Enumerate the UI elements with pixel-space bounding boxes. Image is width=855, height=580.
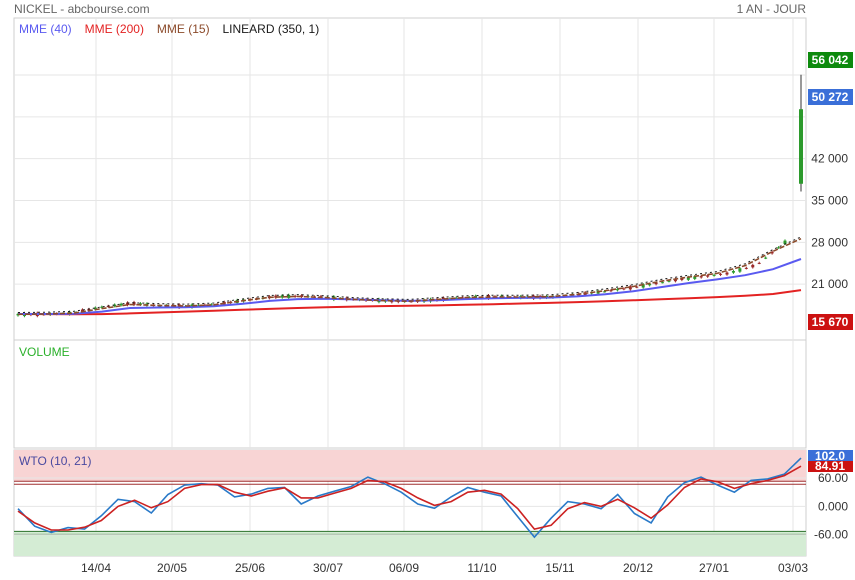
y-tick-label-1: 35 000 (811, 193, 848, 207)
wto-badge-fast-label: 102.0 (815, 449, 845, 463)
volume-label: VOLUME (19, 345, 70, 359)
y-tick-label-3: 21 000 (811, 277, 848, 291)
candle-body (615, 289, 619, 291)
legend-item-mme200: MME (200) (85, 22, 144, 36)
chart-title: NICKEL - abcbourse.com (14, 2, 150, 16)
candle-body (725, 272, 729, 275)
wto-overbought-zone (14, 450, 806, 482)
legend-item-mme15: MME (15) (157, 22, 210, 36)
wto-label: WTO (10, 21) (19, 454, 91, 468)
wto-tick-label-2: -60.00 (814, 528, 848, 542)
x-tick-label-1: 20/05 (157, 561, 187, 575)
x-tick-label-2: 25/06 (235, 561, 265, 575)
candle-body (731, 271, 735, 273)
candle-body (661, 282, 665, 284)
candle-body (764, 257, 768, 259)
price-badge-label-ma200: 15 670 (812, 315, 849, 329)
candle-body (712, 274, 716, 276)
lineard-line (17, 236, 802, 313)
candle-body (641, 284, 645, 288)
candle-body (126, 302, 130, 306)
wto-badge-slow-label: 84.91 (815, 459, 845, 473)
candle-body (287, 294, 291, 298)
candle-body (635, 286, 639, 288)
wto-fast-line (17, 457, 802, 539)
candle-body (738, 268, 742, 272)
x-tick-label-3: 30/07 (313, 561, 343, 575)
candle-body (461, 297, 465, 299)
mme200-line (17, 289, 802, 316)
wto-tick-label-0: 60.00 (818, 471, 848, 485)
candle-body (209, 304, 213, 306)
candle-body (757, 262, 761, 264)
price-badge-up (808, 52, 853, 68)
candle-body (280, 295, 284, 298)
y-tick-label-2: 28 000 (811, 235, 848, 249)
candle-body (686, 277, 690, 280)
x-tick-label-7: 20/12 (623, 561, 653, 575)
candle-body (622, 288, 626, 290)
y-tick-label-0: 42 000 (811, 152, 848, 166)
candle-body (87, 309, 91, 311)
candle-body (138, 303, 142, 305)
candle-body (203, 304, 207, 306)
x-tick-label-9: 03/03 (778, 561, 808, 575)
legend-item-mme40: MME (40) (19, 22, 72, 36)
candle-body (603, 291, 607, 293)
volume-panel-frame (13, 339, 807, 449)
wto-badge-fast (808, 450, 853, 462)
candle-body (693, 276, 697, 279)
candle-body (119, 303, 123, 306)
wto-oversold-zone (14, 531, 806, 556)
candle-body (673, 278, 677, 282)
price-badge-label-up: 56 042 (812, 53, 849, 67)
candle-body (744, 267, 748, 269)
final-candle-body (799, 109, 803, 184)
wto-tick-label-1: 0.000 (818, 499, 848, 513)
price-badge-ma (808, 89, 853, 105)
candle-body (680, 278, 684, 280)
candle-body (454, 297, 458, 299)
candle-body (628, 286, 632, 290)
candle-body (667, 280, 671, 282)
x-tick-label-4: 06/09 (389, 561, 419, 575)
candle-body (132, 302, 136, 305)
wto-slow-line (17, 465, 802, 531)
candle-body (654, 282, 658, 285)
x-tick-label-8: 27/01 (699, 561, 729, 575)
candle-body (699, 276, 703, 278)
candle-body (293, 295, 297, 297)
candle-body (100, 306, 104, 308)
candle-body (777, 247, 781, 249)
candle-body (113, 304, 117, 307)
candle-body (609, 290, 613, 292)
period-label[interactable]: 1 AN - JOUR (736, 2, 806, 16)
x-tick-label-6: 15/11 (545, 561, 574, 575)
price-panel-frame (13, 17, 807, 341)
price-badge-ma200 (808, 314, 853, 330)
candle-body (706, 275, 710, 277)
wto-badge-slow (808, 461, 853, 472)
candle-body (770, 251, 774, 254)
legend-item-lineard: LINEARD (350, 1) (223, 22, 320, 36)
candle-body (783, 240, 787, 245)
x-tick-label-5: 11/10 (467, 561, 496, 575)
x-tick-label-0: 14/04 (81, 561, 111, 575)
mme15-line (17, 237, 802, 316)
candle-body (719, 273, 723, 275)
candle-body (751, 264, 755, 268)
price-badge-label-ma: 50 272 (812, 90, 849, 104)
candle-body (93, 307, 97, 310)
candle-body (648, 284, 652, 286)
